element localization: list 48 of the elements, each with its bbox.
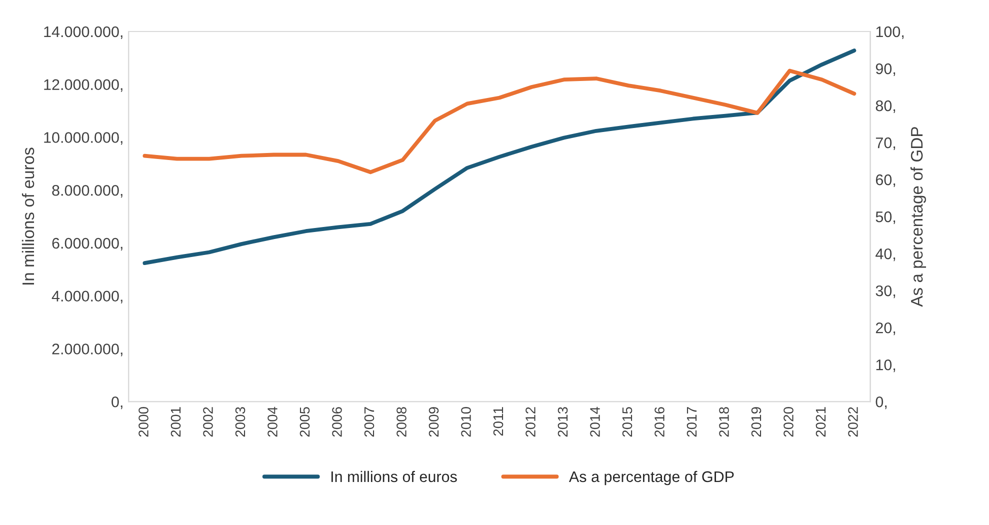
y-tick-label: 0,	[112, 396, 122, 410]
y2-tick-label: 40,	[876, 248, 896, 262]
y2-tick-label: 90,	[876, 63, 896, 76]
y-axis-title: In millions of euros	[22, 148, 34, 284]
y2-tick-label: 0,	[876, 396, 887, 410]
x-tick-label: 2005	[300, 407, 310, 437]
x-tick-label: 2000	[138, 407, 148, 437]
y-tick-label: 12.000.000,	[44, 79, 122, 92]
y-tick-label: 6.000.000,	[52, 238, 122, 250]
y-tick-label: 10.000.000,	[44, 132, 122, 145]
x-tick-label: 2020	[784, 407, 794, 437]
x-tick-label: 2016	[654, 407, 664, 437]
legend-label: As a percentage of GDP	[568, 470, 734, 486]
y2-tick-label: 50,	[876, 211, 896, 224]
y2-tick-label: 80,	[876, 100, 896, 114]
x-tick-label: 2017	[686, 407, 697, 437]
x-tick-label: 2003	[235, 407, 246, 437]
y-tick-label: 2.000.000,	[52, 344, 122, 356]
x-tick-label: 2009	[428, 407, 439, 437]
y2-axis-title: As a percentage of GDP	[910, 127, 926, 307]
y2-tick-label: 10,	[876, 359, 896, 372]
line-series	[142, 48, 856, 266]
x-tick-label: 2019	[751, 407, 762, 437]
x-tick-label: 2002	[203, 407, 213, 437]
x-tick-label: 2022	[848, 407, 858, 437]
x-tick-label: 2006	[332, 407, 342, 437]
x-tick-label: 2012	[526, 407, 536, 437]
x-tick-label: 2011	[493, 407, 504, 436]
x-tick-label: 2018	[719, 407, 729, 437]
x-tick-label: 2021	[816, 407, 826, 437]
x-tick-label: 2004	[268, 406, 278, 437]
x-tick-label: 2010	[461, 407, 471, 437]
y2-tick-label: 100,	[876, 26, 904, 39]
line-series	[142, 68, 856, 174]
y-tick-label: 4.000.000,	[52, 290, 122, 304]
y-tick-label: 14.000.000,	[44, 26, 122, 39]
y2-tick-label: 60,	[876, 174, 896, 188]
x-tick-label: 2001	[170, 407, 181, 437]
y-tick-label: 8.000.000,	[52, 184, 122, 198]
x-tick-label: 2014	[590, 406, 600, 437]
y2-tick-label: 30,	[876, 285, 896, 298]
y2-tick-label: 70,	[876, 137, 896, 150]
x-tick-label: 2008	[396, 407, 406, 437]
legend-label: In millions of euros	[331, 470, 457, 482]
x-tick-label: 2013	[558, 407, 568, 437]
y2-tick-label: 20,	[876, 322, 896, 336]
x-tick-label: 2007	[364, 407, 374, 437]
x-tick-label: 2015	[622, 407, 632, 437]
